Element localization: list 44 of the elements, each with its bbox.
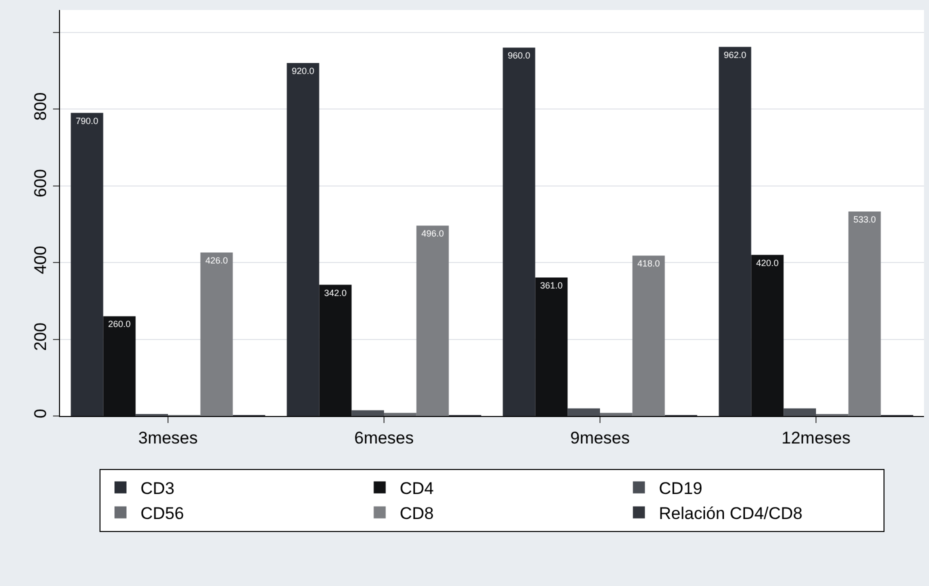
x-tick-label: 12meses [782,428,850,448]
bar [319,284,352,416]
bar [848,211,881,416]
x-tick-label: 3meses [138,428,198,448]
data-label: 420.0 [756,258,779,268]
bar [103,316,136,416]
y-tick-label: 200 [31,322,50,351]
legend-label: CD8 [400,504,434,524]
y-tick-label: 0 [31,408,50,418]
data-label: 361.0 [540,280,563,290]
legend-label: CD19 [658,478,702,498]
legend-label: CD3 [140,478,175,498]
bar [384,412,416,416]
bar [352,410,384,416]
data-label: 790.0 [76,116,98,126]
legend-label: CD56 [140,504,184,524]
data-label: 960.0 [508,50,530,61]
y-tick-label: 600 [31,169,50,198]
x-tick-label: 9meses [570,428,630,448]
bar [502,48,536,416]
bar [632,256,665,416]
data-label: 496.0 [421,228,444,239]
bar [600,412,632,416]
bar [784,408,816,416]
bar [416,226,449,416]
data-label: 426.0 [205,256,228,266]
bar [718,46,752,416]
data-label: 962.0 [724,50,746,60]
bar [286,62,320,416]
data-label: 418.0 [637,258,660,269]
data-label: 533.0 [853,214,876,224]
bar [535,277,568,416]
legend-label: Relación CD4/CD8 [658,504,803,524]
y-tick-label: 800 [31,92,50,121]
bar [70,112,104,416]
data-label: 920.0 [292,66,314,76]
legend-label: CD4 [400,478,434,498]
bar [751,254,784,416]
data-label: 342.0 [324,288,347,298]
bar [568,408,600,416]
bar [200,252,233,416]
data-label: 260.0 [108,319,131,330]
y-tick-label: 400 [31,246,50,274]
x-tick-label: 6meses [354,428,414,448]
